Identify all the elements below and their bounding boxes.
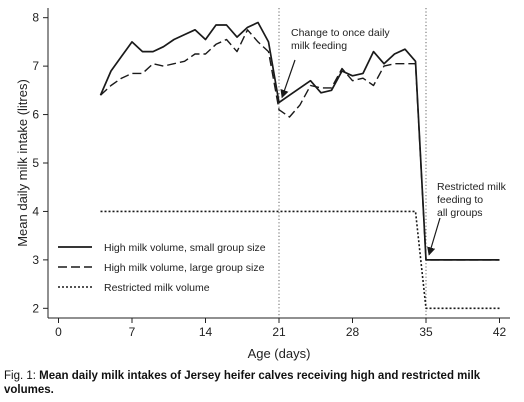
- caption-text: Mean daily milk intakes of Jersey heifer…: [4, 370, 481, 396]
- x-tick-label-28: 28: [346, 325, 360, 339]
- x-tick-label-14: 14: [199, 325, 213, 339]
- x-tick-label-7: 7: [129, 325, 136, 339]
- x-tick-label-42: 42: [493, 325, 507, 339]
- y-axis-title: Mean daily milk intake (litres): [15, 79, 30, 247]
- x-tick-label-35: 35: [419, 325, 433, 339]
- series-line-3: [100, 210, 500, 310]
- y-tick-label-6: 6: [32, 108, 39, 122]
- annotation-1-line-2: milk feeding: [291, 40, 347, 52]
- annotation-arrow-1: [280, 59, 296, 99]
- legend-label-2: High milk volume, large group size: [104, 262, 265, 274]
- caption-prefix: Fig. 1:: [4, 370, 40, 382]
- y-tick-label-4: 4: [32, 204, 39, 218]
- y-tick-label-7: 7: [32, 59, 39, 73]
- x-axis-title: Age (days): [248, 346, 311, 361]
- legend-label-1: High milk volume, small group size: [104, 242, 266, 254]
- annotation-arrow-2: [427, 217, 441, 256]
- series-layer: [99, 21, 500, 310]
- x-tick-label-0: 0: [55, 325, 62, 339]
- y-tick-label-5: 5: [32, 156, 39, 170]
- annotation-2-line-3: all groups: [437, 207, 483, 219]
- y-tick-label-2: 2: [32, 301, 39, 315]
- annotation-2-line-1: Restricted milk: [437, 181, 507, 193]
- series-line-1: [99, 21, 500, 261]
- legend-label-3: Restricted milk volume: [104, 282, 210, 294]
- reference-lines: [278, 8, 427, 318]
- y-tick-label-8: 8: [32, 11, 39, 25]
- annotation-2-line-2: feeding to: [437, 194, 483, 206]
- x-tick-label-21: 21: [272, 325, 286, 339]
- series-line-2: [100, 29, 500, 261]
- annotation-1-line-1: Change to once daily: [291, 27, 390, 39]
- legend: High milk volume, small group size High m…: [58, 242, 266, 294]
- y-tick-label-3: 3: [32, 253, 39, 267]
- figure-caption: Fig. 1: Mean daily milk intakes of Jerse…: [4, 369, 520, 397]
